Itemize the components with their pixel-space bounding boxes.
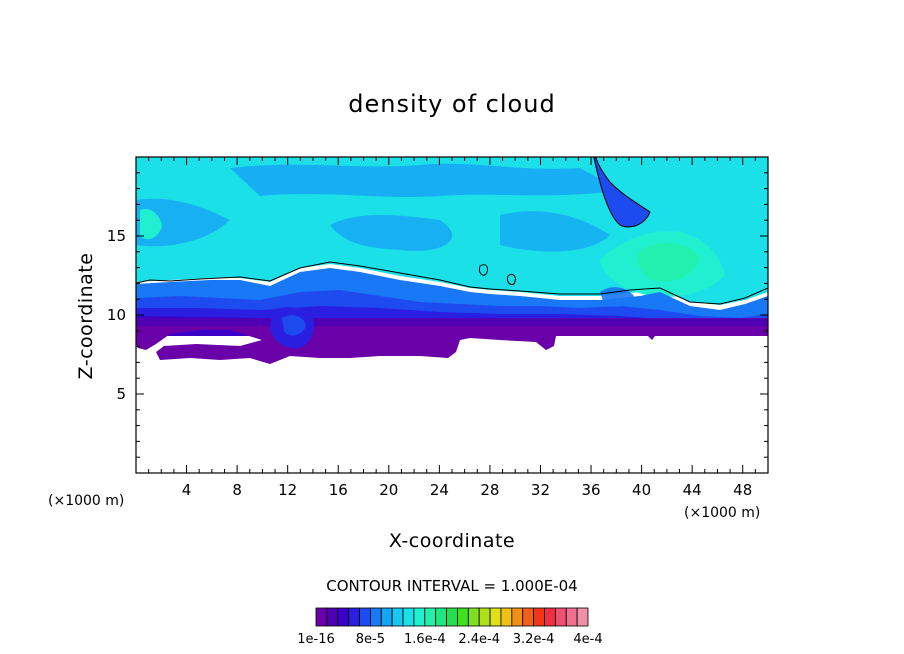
x-tick-label: 28 bbox=[480, 481, 499, 499]
y-tick-label: 5 bbox=[116, 385, 126, 403]
cloud-band-base bbox=[136, 322, 768, 364]
colorbar-label: 8e-5 bbox=[356, 632, 385, 647]
y-tick-label: 10 bbox=[107, 306, 126, 324]
colorbar-swatch bbox=[478, 607, 491, 627]
colorbar-swatch bbox=[467, 607, 480, 627]
x-tick-label: 8 bbox=[232, 481, 242, 499]
x-unit-left: (×1000 m) bbox=[48, 493, 124, 509]
colorbar-swatch bbox=[554, 607, 567, 627]
colorbar-swatch bbox=[522, 607, 534, 627]
plot-area bbox=[136, 157, 768, 364]
contour-line bbox=[507, 273, 516, 285]
colorbar-labels: 1e-16 8e-5 1.6e-4 2.4e-4 3.2e-4 4e-4 bbox=[297, 632, 602, 647]
colorbar-swatch bbox=[446, 607, 458, 627]
colorbar-swatch bbox=[391, 607, 404, 627]
x-axis-label: X-coordinate bbox=[389, 530, 515, 552]
colorbar-swatch bbox=[369, 607, 382, 627]
y-ticks: 5 10 15 bbox=[107, 172, 768, 458]
colorbar-swatch bbox=[500, 607, 513, 627]
y-tick-label: 15 bbox=[107, 227, 126, 245]
colorbar-swatch bbox=[380, 607, 393, 627]
colorbar-swatch bbox=[359, 607, 371, 627]
x-ticks: 4 8 12 16 20 24 28 32 36 40 44 48 bbox=[148, 157, 756, 499]
y-axis-label: Z-coordinate bbox=[75, 253, 97, 380]
colorbar-swatch bbox=[402, 607, 415, 627]
x-tick-label: 44 bbox=[683, 481, 702, 499]
cloud-band-base bbox=[136, 318, 768, 326]
colorbar-swatch bbox=[348, 607, 360, 627]
colorbar-swatch bbox=[315, 607, 328, 627]
colorbar-swatch bbox=[457, 607, 469, 627]
x-unit-right: (×1000 m) bbox=[684, 505, 760, 521]
x-tick-label: 16 bbox=[329, 481, 348, 499]
cloud-wisp bbox=[500, 211, 610, 252]
colorbar-swatch bbox=[326, 607, 339, 627]
colorbar-swatch bbox=[413, 607, 426, 627]
cloud-convective-cells bbox=[600, 287, 634, 307]
colorbar-label: 3.2e-4 bbox=[513, 632, 555, 647]
colorbar-swatch bbox=[435, 607, 447, 627]
cloud-dense-patch bbox=[637, 243, 700, 282]
contour-line bbox=[479, 264, 489, 276]
colorbar-swatch bbox=[565, 607, 578, 627]
chart-title: density of cloud bbox=[348, 90, 555, 118]
colorbar-swatch bbox=[489, 607, 502, 627]
colorbar-swatch bbox=[337, 607, 350, 627]
cloud-wisp bbox=[230, 163, 620, 197]
cloud-dense-patch bbox=[140, 208, 162, 240]
colorbar-swatch bbox=[544, 607, 556, 627]
x-tick-label: 24 bbox=[430, 481, 449, 499]
cloud-wisp bbox=[330, 215, 453, 251]
x-tick-label: 48 bbox=[733, 481, 752, 499]
x-tick-label: 32 bbox=[531, 481, 550, 499]
x-tick-label: 20 bbox=[379, 481, 398, 499]
colorbar-swatch bbox=[576, 607, 589, 627]
contour-line bbox=[136, 261, 768, 305]
cloud-lens bbox=[593, 157, 651, 228]
cloud-wisp bbox=[136, 198, 230, 247]
colorbar-label: 2.4e-4 bbox=[458, 632, 500, 647]
x-tick-label: 40 bbox=[632, 481, 651, 499]
x-tick-label: 36 bbox=[581, 481, 600, 499]
colorbar-label: 1.6e-4 bbox=[404, 632, 446, 647]
contour-interval-label: CONTOUR INTERVAL = 1.000E-04 bbox=[326, 577, 577, 595]
cloud-convective-cells bbox=[282, 315, 306, 336]
colorbar-swatch bbox=[511, 607, 524, 627]
colorbar-swatch bbox=[424, 607, 437, 627]
x-tick-label: 4 bbox=[182, 481, 192, 499]
colorbar-label: 1e-16 bbox=[297, 632, 335, 647]
colorbar bbox=[315, 607, 589, 627]
colorbar-label: 4e-4 bbox=[573, 632, 602, 647]
x-tick-label: 12 bbox=[278, 481, 297, 499]
colorbar-swatch bbox=[533, 607, 545, 627]
